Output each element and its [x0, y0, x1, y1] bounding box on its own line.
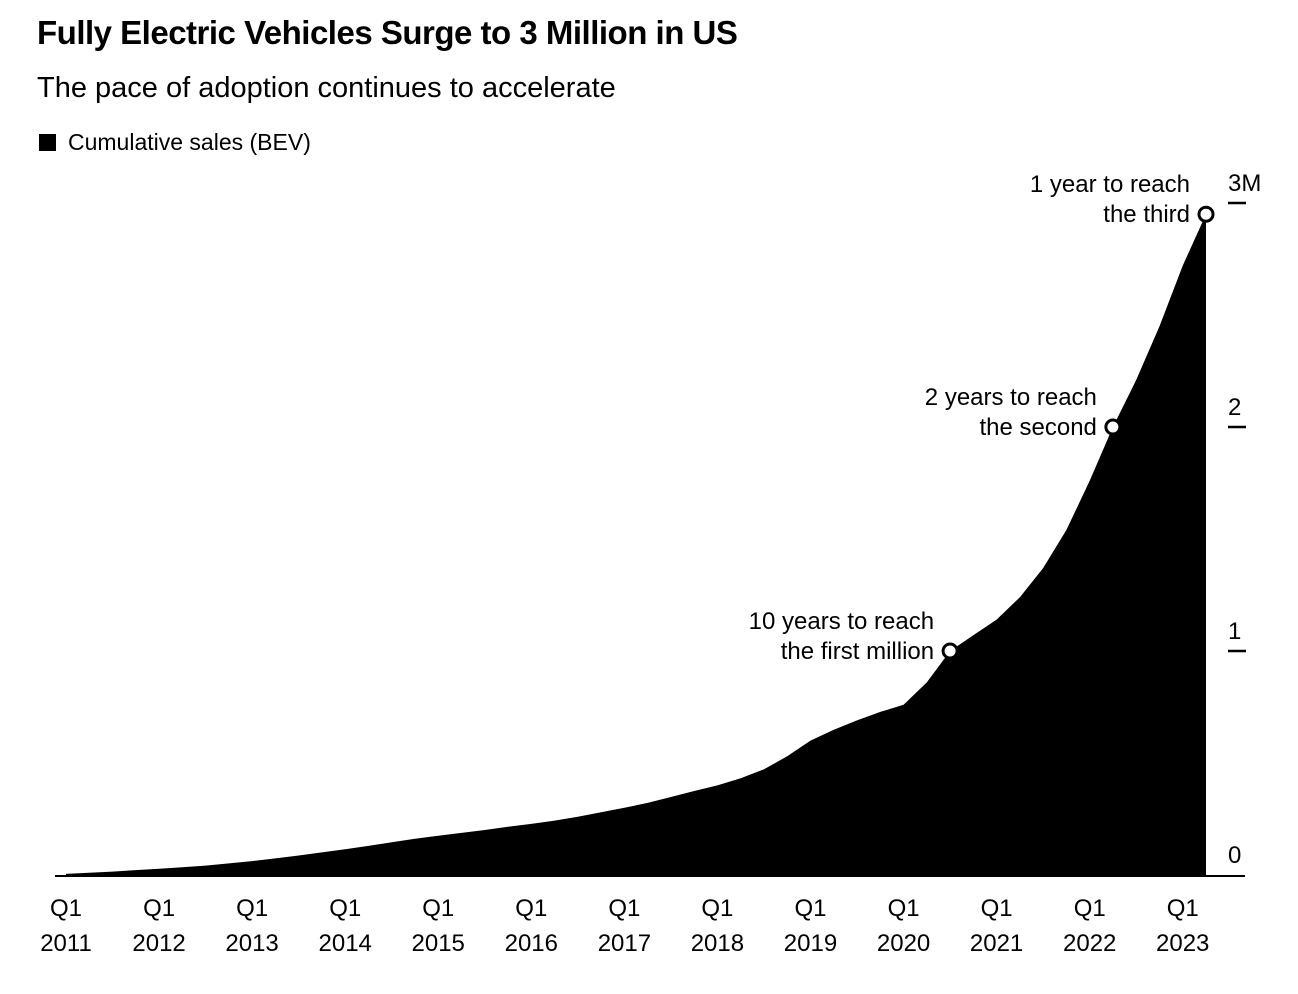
chart-title: Fully Electric Vehicles Surge to 3 Milli… [37, 14, 738, 51]
annotation-line2: the second [979, 414, 1096, 441]
annotation-line2: the third [1103, 201, 1190, 228]
x-tick-year: 2013 [225, 930, 278, 957]
x-tick-year: 2016 [505, 930, 558, 957]
annotation-line2: the first million [781, 638, 934, 665]
x-tick-year: 2011 [40, 930, 92, 957]
x-tick-quarter: Q1 [981, 895, 1013, 922]
legend-swatch-icon [39, 134, 56, 151]
x-tick-year: 2012 [132, 930, 185, 957]
x-tick-quarter: Q1 [1074, 895, 1106, 922]
x-tick-year: 2020 [877, 930, 930, 957]
milestone-marker-icon [941, 642, 959, 660]
legend-label: Cumulative sales (BEV) [68, 129, 311, 155]
x-tick-quarter: Q1 [701, 895, 733, 922]
annotation-line1: 10 years to reach [749, 608, 934, 635]
x-tick-year: 2022 [1063, 930, 1116, 957]
x-tick-quarter: Q1 [50, 895, 82, 922]
x-tick-year: 2019 [784, 930, 837, 957]
annotation-line1: 2 years to reach [925, 384, 1097, 411]
milestone-marker-icon [1104, 418, 1122, 436]
x-tick-year: 2023 [1156, 930, 1209, 957]
chart-subtitle: The pace of adoption continues to accele… [37, 72, 616, 104]
legend: Cumulative sales (BEV) [39, 129, 311, 156]
milestone-marker-icon [1197, 205, 1215, 223]
y-tick-label: 3M [1228, 170, 1261, 197]
x-tick-year: 2018 [691, 930, 744, 957]
x-tick-year: 2021 [970, 930, 1023, 957]
x-tick-year: 2015 [412, 930, 465, 957]
x-tick-quarter: Q1 [888, 895, 920, 922]
x-tick-quarter: Q1 [515, 895, 547, 922]
x-tick-quarter: Q1 [1167, 895, 1199, 922]
x-tick-quarter: Q1 [608, 895, 640, 922]
x-tick-quarter: Q1 [143, 895, 175, 922]
x-tick-year: 2014 [319, 930, 372, 957]
x-tick-quarter: Q1 [794, 895, 826, 922]
x-tick-quarter: Q1 [422, 895, 454, 922]
x-tick-quarter: Q1 [329, 895, 361, 922]
annotation-line1: 1 year to reach [1030, 171, 1190, 198]
x-tick-year: 2017 [598, 930, 651, 957]
y-tick-label: 0 [1228, 842, 1241, 869]
y-tick-label: 1 [1228, 618, 1241, 645]
x-tick-quarter: Q1 [236, 895, 268, 922]
y-tick-label: 2 [1228, 394, 1241, 421]
area-series [66, 214, 1206, 875]
